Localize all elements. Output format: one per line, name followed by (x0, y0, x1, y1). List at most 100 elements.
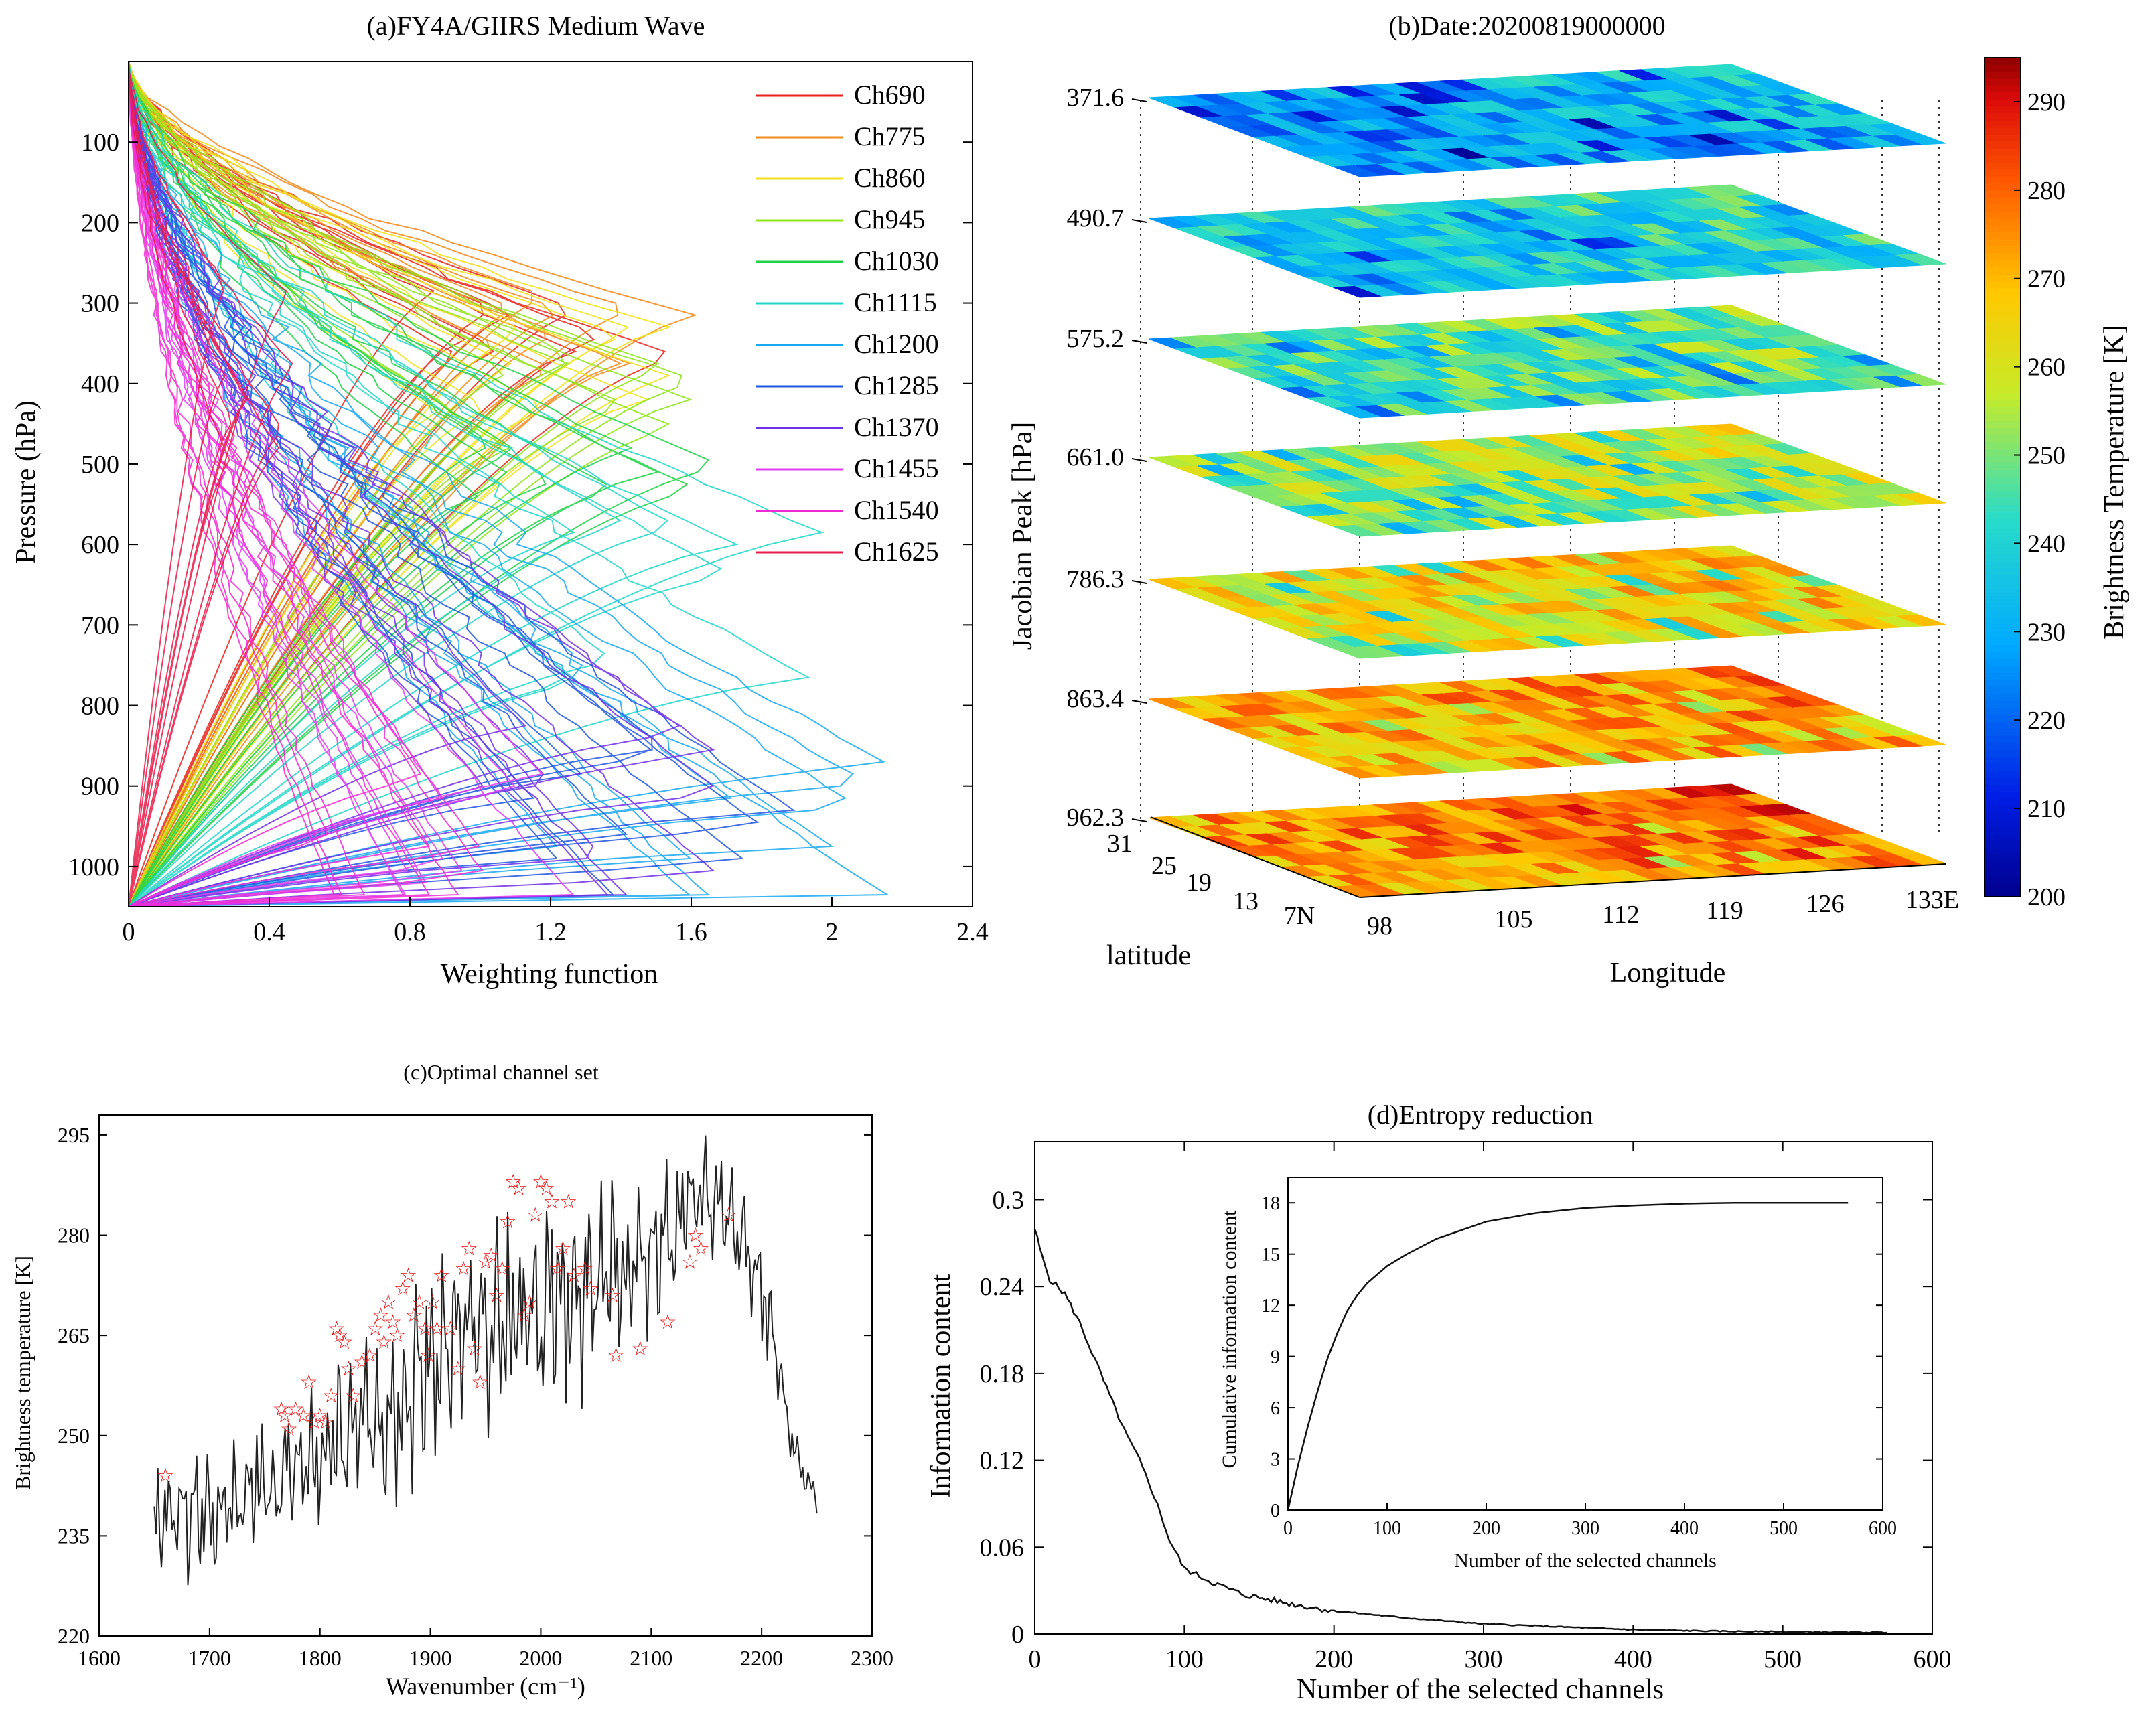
x-tick-label: 2 (826, 918, 839, 946)
selected-channel-marker: ☆ (526, 1205, 545, 1227)
z-tick-mark (1131, 98, 1147, 102)
selected-channel-marker: ☆ (300, 1371, 318, 1394)
x-tick-label: 2300 (851, 1646, 893, 1670)
selected-channel-marker: ☆ (510, 1178, 528, 1200)
colorbar-segment (1985, 211, 2021, 220)
colorbar-segment (1985, 246, 2021, 254)
weighting-curve (128, 61, 689, 907)
selected-channel-marker: ☆ (565, 1264, 583, 1286)
weighting-curve (128, 61, 336, 907)
selected-channel-marker: ☆ (455, 1258, 473, 1280)
colorbar-segment (1985, 582, 2021, 590)
legend-label-Ch1540: Ch1540 (854, 495, 939, 525)
panel-b-title: (b)Date:20200819000000 (1388, 11, 1665, 41)
panel-d-inset-xlabel: Number of the selected channels (1454, 1550, 1717, 1572)
selected-channel-marker: ☆ (554, 1238, 572, 1260)
colorbar-segment (1985, 658, 2021, 667)
colorbar-segment (1985, 204, 2021, 212)
colorbar-segment (1985, 99, 2021, 108)
colorbar-tick-label: 230 (2027, 618, 2066, 646)
colorbar-segment (1985, 617, 2021, 625)
colorbar-segment (1985, 847, 2021, 856)
selected-channel-marker: ☆ (344, 1385, 362, 1407)
panel-a-weighting-curves (128, 61, 890, 907)
colorbar-segment (1985, 798, 2021, 807)
weighting-curve (128, 61, 811, 907)
colorbar-segment (1985, 330, 2021, 338)
x-tick-label: 1900 (409, 1646, 452, 1670)
selected-channel-marker: ☆ (719, 1205, 737, 1227)
colorbar-segment (1985, 812, 2021, 821)
colorbar-segment (1985, 169, 2021, 177)
colorbar-segment (1985, 421, 2021, 429)
colorbar-segment (1985, 757, 2021, 765)
colorbar-segment (1985, 861, 2021, 870)
layer-661.0 (1148, 423, 1946, 537)
selected-channel-marker: ☆ (353, 1351, 371, 1373)
y-tick-label: 280 (58, 1223, 90, 1248)
colorbar-segment (1985, 638, 2021, 646)
colorbar-tick-label: 260 (2027, 354, 2066, 382)
x-tick-label: 1600 (78, 1646, 121, 1670)
x-tick-label: 300 (1465, 1645, 1503, 1673)
colorbar-segment (1985, 442, 2021, 450)
weighting-curve (128, 61, 293, 907)
colorbar-segment (1985, 869, 2021, 877)
colorbar-segment (1985, 666, 2021, 674)
inset-x-tick-label: 400 (1670, 1518, 1699, 1539)
weighting-curve (128, 61, 653, 907)
x-tick-label: 2000 (519, 1646, 562, 1670)
colorbar-segment (1985, 883, 2021, 891)
y-tick-label: 1000 (68, 853, 119, 881)
panel-c-spectrum (153, 1135, 818, 1586)
selected-channel-marker: ☆ (441, 1318, 459, 1340)
layer-cell (1896, 492, 1946, 505)
colorbar-segment (1985, 281, 2021, 289)
legend-label-Ch1625: Ch1625 (854, 536, 939, 567)
z-tick-label: 661.0 (1067, 443, 1125, 471)
x-tick-label: 0.8 (394, 918, 426, 946)
colorbar-segment (1985, 176, 2021, 184)
selected-channel-marker: ☆ (537, 1178, 555, 1200)
colorbar-segment (1985, 365, 2021, 373)
colorbar-segment (1985, 134, 2021, 143)
y-tick-label: 900 (81, 773, 119, 801)
layer-490.7 (1148, 184, 1946, 298)
colorbar-segment (1985, 225, 2021, 234)
weighting-curve (128, 61, 566, 907)
panel-a-axes: 0 0.4 0.8 1.2 1.6 2 2.4 100 200 300 400 500 600 700 80… (68, 129, 989, 946)
colorbar-segment (1985, 414, 2021, 422)
inset-x-tick-label: 0 (1283, 1518, 1293, 1539)
z-tick-mark (1131, 458, 1147, 462)
colorbar-segment (1985, 435, 2021, 443)
selected-channel-marker: ☆ (411, 1291, 429, 1313)
y-tick-label: 265 (58, 1323, 90, 1347)
weighting-curve (128, 61, 715, 907)
colorbar-segment (1985, 609, 2021, 618)
weighting-curve (128, 61, 698, 907)
weighting-curve (128, 61, 407, 907)
layer-cell (1896, 734, 1946, 747)
weighting-curve (128, 61, 510, 907)
inset-y-tick-label: 0 (1271, 1501, 1280, 1521)
inset-y-tick-label: 6 (1271, 1398, 1280, 1419)
weighting-curve (128, 61, 342, 907)
layer-cell (1896, 614, 1946, 627)
series-Ch1625 (128, 61, 293, 907)
layer-cell (1896, 374, 1946, 386)
colorbar-segment (1985, 575, 2021, 583)
colorbar-tick-label: 250 (2027, 442, 2066, 470)
colorbar-segment (1985, 351, 2021, 359)
colorbar-segment (1985, 700, 2021, 709)
colorbar-segment (1985, 316, 2021, 324)
inset-x-tick-label: 500 (1770, 1518, 1798, 1539)
panel-d-title: (d)Entropy reduction (1368, 1100, 1593, 1130)
x-tick-label: 2.4 (956, 918, 989, 946)
legend-label-Ch775: Ch775 (854, 121, 926, 151)
selected-channel-marker: ☆ (504, 1171, 522, 1193)
panel-d-ylabel: Information content (926, 1274, 956, 1498)
colorbar-segment (1985, 58, 2021, 66)
z-tick-label: 786.3 (1067, 565, 1125, 593)
weighting-curve (128, 61, 671, 907)
